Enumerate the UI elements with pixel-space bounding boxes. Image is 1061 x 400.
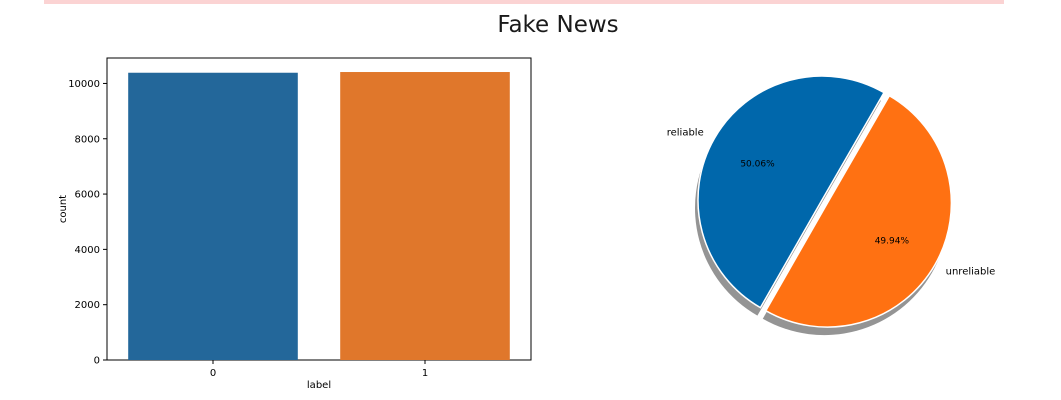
top-highlight-band bbox=[44, 0, 1004, 4]
y-axis-label: count bbox=[58, 195, 69, 223]
y-tick-label: 2000 bbox=[75, 300, 100, 311]
pie-percent-label: 49.94% bbox=[875, 237, 910, 247]
pie-percent-label: 50.06% bbox=[740, 159, 775, 169]
y-tick-label: 8000 bbox=[75, 134, 100, 145]
y-tick-label: 10000 bbox=[68, 79, 100, 90]
y-tick-label: 4000 bbox=[75, 245, 100, 256]
pie-chart: reliable 50.06% unreliable 49.94% bbox=[667, 75, 996, 336]
pie-slice-unreliable bbox=[764, 94, 953, 328]
x-tick-label: 1 bbox=[422, 368, 428, 379]
bar-1 bbox=[340, 72, 510, 361]
pie-label: unreliable bbox=[946, 267, 996, 278]
bar-plot-frame bbox=[106, 57, 532, 361]
y-tick-label: 6000 bbox=[75, 190, 100, 201]
figure-title: Fake News bbox=[497, 12, 619, 38]
pie-slice-reliable bbox=[697, 75, 886, 309]
x-axis-label: label bbox=[307, 380, 331, 391]
pie-label: reliable bbox=[667, 128, 704, 139]
y-tick-label: 0 bbox=[94, 356, 100, 367]
x-tick-label: 0 bbox=[210, 368, 216, 379]
bar-0 bbox=[128, 72, 298, 360]
bar-chart: 0 2000 4000 6000 8000 10000 0 1 count label bbox=[58, 57, 532, 391]
